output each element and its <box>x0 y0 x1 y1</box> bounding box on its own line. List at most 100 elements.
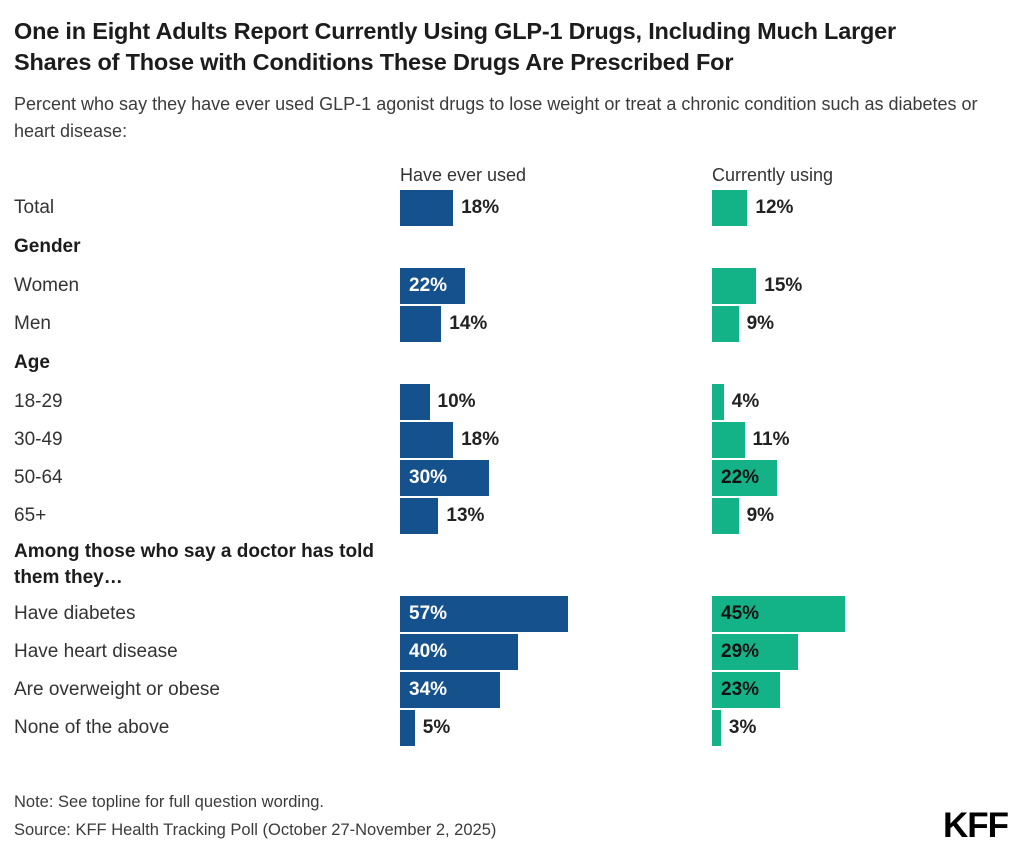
note-text: Note: See topline for full question word… <box>14 793 325 811</box>
bar-cell: 15% <box>712 268 1024 304</box>
bar-cell: 57% <box>400 596 712 632</box>
bar-value-label: 40% <box>409 641 448 662</box>
bar-currently-using <box>712 498 739 534</box>
bar-have-ever-used <box>400 306 442 342</box>
bar-cell: 34% <box>400 672 712 708</box>
chart-row-men: Men 14% 9% <box>14 305 1024 343</box>
bar-have-ever-used: 57% <box>400 596 569 632</box>
bar-have-ever-used <box>400 384 430 420</box>
bar-have-ever-used: 34% <box>400 672 501 708</box>
bar-cell: 18% <box>400 190 712 226</box>
chart-subtitle: Percent who say they have ever used GLP-… <box>14 94 978 141</box>
bar-cell: 22% <box>712 460 1024 496</box>
chart-rows: Total 18% 12% Gender Women 22% 15% Men 14% 9% Age 1… <box>14 189 1024 747</box>
bar-value-label: 10% <box>437 391 476 412</box>
bar-currently-using: 23% <box>712 672 780 708</box>
chart-row-none-of-the-above: None of the above 5% 3% <box>14 709 1024 747</box>
bar-cell: 18% <box>400 422 712 458</box>
bar-cell: 45% <box>712 596 1024 632</box>
bar-cell: 10% <box>400 384 712 420</box>
chart-row-50-64: 50-64 30% 22% <box>14 459 1024 497</box>
bar-value-label: 22% <box>721 467 760 488</box>
source-text: Source: KFF Health Tracking Poll (Octobe… <box>14 821 497 839</box>
bar-value-label: 14% <box>449 313 488 334</box>
chart-row-18-29: 18-29 10% 4% <box>14 383 1024 421</box>
bar-value-label: 13% <box>446 505 485 526</box>
category-label: Are overweight or obese <box>14 679 220 700</box>
chart-row-have-diabetes: Have diabetes 57% 45% <box>14 595 1024 633</box>
column-header-have-ever-used: Have ever used <box>400 164 527 185</box>
section-header-label: Age <box>14 352 50 373</box>
chart-row-65: 65+ 13% 9% <box>14 497 1024 535</box>
category-label: Total <box>14 197 55 218</box>
bar-value-label: 11% <box>752 429 790 450</box>
bar-currently-using <box>712 306 739 342</box>
bar-value-label: 23% <box>721 679 760 700</box>
category-label: 65+ <box>14 505 47 526</box>
bar-currently-using <box>712 422 745 458</box>
bar-cell: 12% <box>712 190 1024 226</box>
category-label: 18-29 <box>14 391 63 412</box>
bar-value-label: 5% <box>422 717 451 738</box>
bar-currently-using <box>712 268 757 304</box>
column-header-currently-using: Currently using <box>712 164 834 185</box>
bar-currently-using: 45% <box>712 596 845 632</box>
bar-cell: 22% <box>400 268 712 304</box>
bar-value-label: 34% <box>409 679 448 700</box>
chart-row-have-heart-disease: Have heart disease 40% 29% <box>14 633 1024 671</box>
bar-value-label: 57% <box>409 603 448 624</box>
bar-value-label: 3% <box>728 717 757 738</box>
section-header-among-those-who-say-a-doctor-h: Among those who say a doctor has told th… <box>14 535 1024 595</box>
bar-cell: 23% <box>712 672 1024 708</box>
bar-cell: 14% <box>400 306 712 342</box>
bar-cell: 30% <box>400 460 712 496</box>
chart-row-are-overweight-or-obese: Are overweight or obese 34% 23% <box>14 671 1024 709</box>
bar-cell: 13% <box>400 498 712 534</box>
bar-have-ever-used <box>400 498 439 534</box>
chart-row-30-49: 30-49 18% 11% <box>14 421 1024 459</box>
bar-have-ever-used <box>400 190 454 226</box>
bar-cell: 29% <box>712 634 1024 670</box>
chart-title: One in Eight Adults Report Currently Usi… <box>14 18 896 75</box>
bar-value-label: 9% <box>746 505 775 526</box>
bar-have-ever-used <box>400 422 454 458</box>
chart-row-total: Total 18% 12% <box>14 189 1024 227</box>
bar-value-label: 9% <box>746 313 775 334</box>
bar-currently-using <box>712 190 748 226</box>
bar-value-label: 4% <box>731 391 760 412</box>
bar-currently-using <box>712 384 724 420</box>
bar-cell: 40% <box>400 634 712 670</box>
bar-have-ever-used: 30% <box>400 460 489 496</box>
category-label: None of the above <box>14 717 170 738</box>
bar-cell: 5% <box>400 710 712 746</box>
section-header-gender: Gender <box>14 227 1024 267</box>
category-label: 50-64 <box>14 467 63 488</box>
bar-value-label: 18% <box>461 429 500 450</box>
category-label: Men <box>14 313 51 334</box>
section-header-age: Age <box>14 343 1024 383</box>
bar-cell: 11% <box>712 422 1024 458</box>
bar-value-label: 30% <box>409 467 448 488</box>
bar-cell: 9% <box>712 498 1024 534</box>
bar-cell: 4% <box>712 384 1024 420</box>
chart-row-women: Women 22% 15% <box>14 267 1024 305</box>
bar-have-ever-used: 40% <box>400 634 518 670</box>
kff-logo: KFF <box>942 806 1009 845</box>
bar-currently-using: 22% <box>712 460 777 496</box>
category-label: 30-49 <box>14 429 63 450</box>
column-header-row: Have ever used Currently using <box>14 161 1024 189</box>
bar-currently-using: 29% <box>712 634 798 670</box>
bar-cell: 9% <box>712 306 1024 342</box>
bar-value-label: 12% <box>755 197 794 218</box>
bar-value-label: 29% <box>721 641 760 662</box>
bar-have-ever-used <box>400 710 415 746</box>
section-header-label: Gender <box>14 236 81 257</box>
category-label: Have heart disease <box>14 641 178 662</box>
bar-value-label: 15% <box>764 275 803 296</box>
bar-value-label: 45% <box>721 603 760 624</box>
section-header-label: Among those who say a doctor has told th… <box>14 541 374 588</box>
bar-cell: 3% <box>712 710 1024 746</box>
bar-value-label: 22% <box>409 275 448 296</box>
bar-value-label: 18% <box>461 197 500 218</box>
